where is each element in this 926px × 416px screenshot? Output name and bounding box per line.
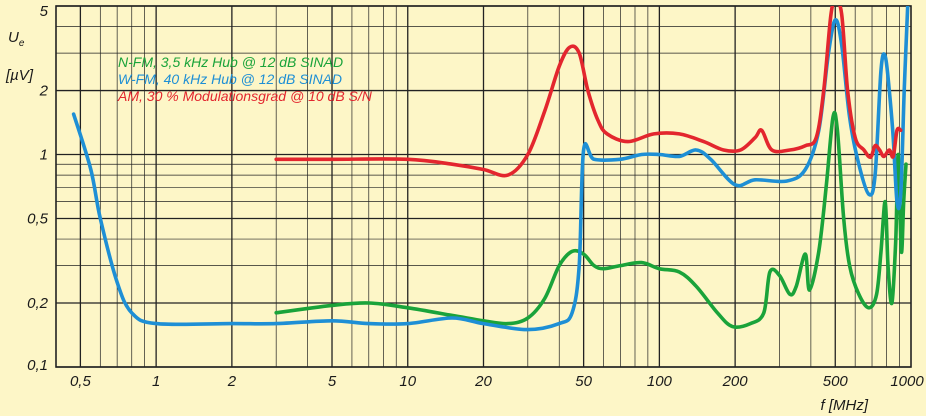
y-axis-label-subscript: e — [19, 38, 25, 49]
x-tick-label: 50 — [575, 373, 592, 390]
series-line-wfm — [71, 6, 910, 332]
y-tick-label: 1 — [40, 147, 48, 164]
x-tick-label: 1000 — [890, 373, 924, 390]
legend-wfm: W-FM, 40 kHz Hub @ 12 dB SINAD — [118, 71, 342, 87]
y-tick-label: 0,5 — [27, 210, 49, 227]
x-tick-label: 5 — [328, 373, 337, 390]
y-axis-label: Ue — [8, 29, 25, 49]
y-tick-label: 0,2 — [27, 295, 49, 312]
y-tick-label: 2 — [39, 83, 49, 100]
x-tick-label: 20 — [474, 373, 492, 390]
legend: N-FM, 3,5 kHz Hub @ 12 dB SINAD W-FM, 40… — [117, 54, 373, 104]
series-line-nfm — [274, 110, 908, 330]
x-tick-label: 2 — [227, 373, 237, 390]
y-tick-label: 5 — [40, 3, 49, 20]
tick-labels: 0,5 1 2 5 10 20 50 100 200 500 1000 0,1 0,2 0,5 1 2 5 — [27, 3, 924, 390]
x-tick-label: 10 — [399, 373, 416, 390]
series-group — [71, 6, 910, 332]
y-tick-label: 0,1 — [27, 357, 48, 374]
x-tick-label: 200 — [722, 373, 749, 390]
x-tick-label: 1 — [152, 373, 160, 390]
x-tick-label: 500 — [823, 373, 849, 390]
legend-nfm: N-FM, 3,5 kHz Hub @ 12 dB SINAD — [118, 54, 343, 70]
x-axis-label: f [MHz] — [821, 397, 869, 414]
x-tick-label: 0,5 — [70, 373, 92, 390]
legend-am: AM, 30 % Modulationsgrad @ 10 dB S/N — [117, 88, 373, 104]
series-line-am — [274, 6, 903, 178]
y-axis-unit: [µV] — [5, 67, 34, 84]
plot-frame — [55, 5, 912, 368]
x-tick-label: 100 — [647, 373, 673, 390]
